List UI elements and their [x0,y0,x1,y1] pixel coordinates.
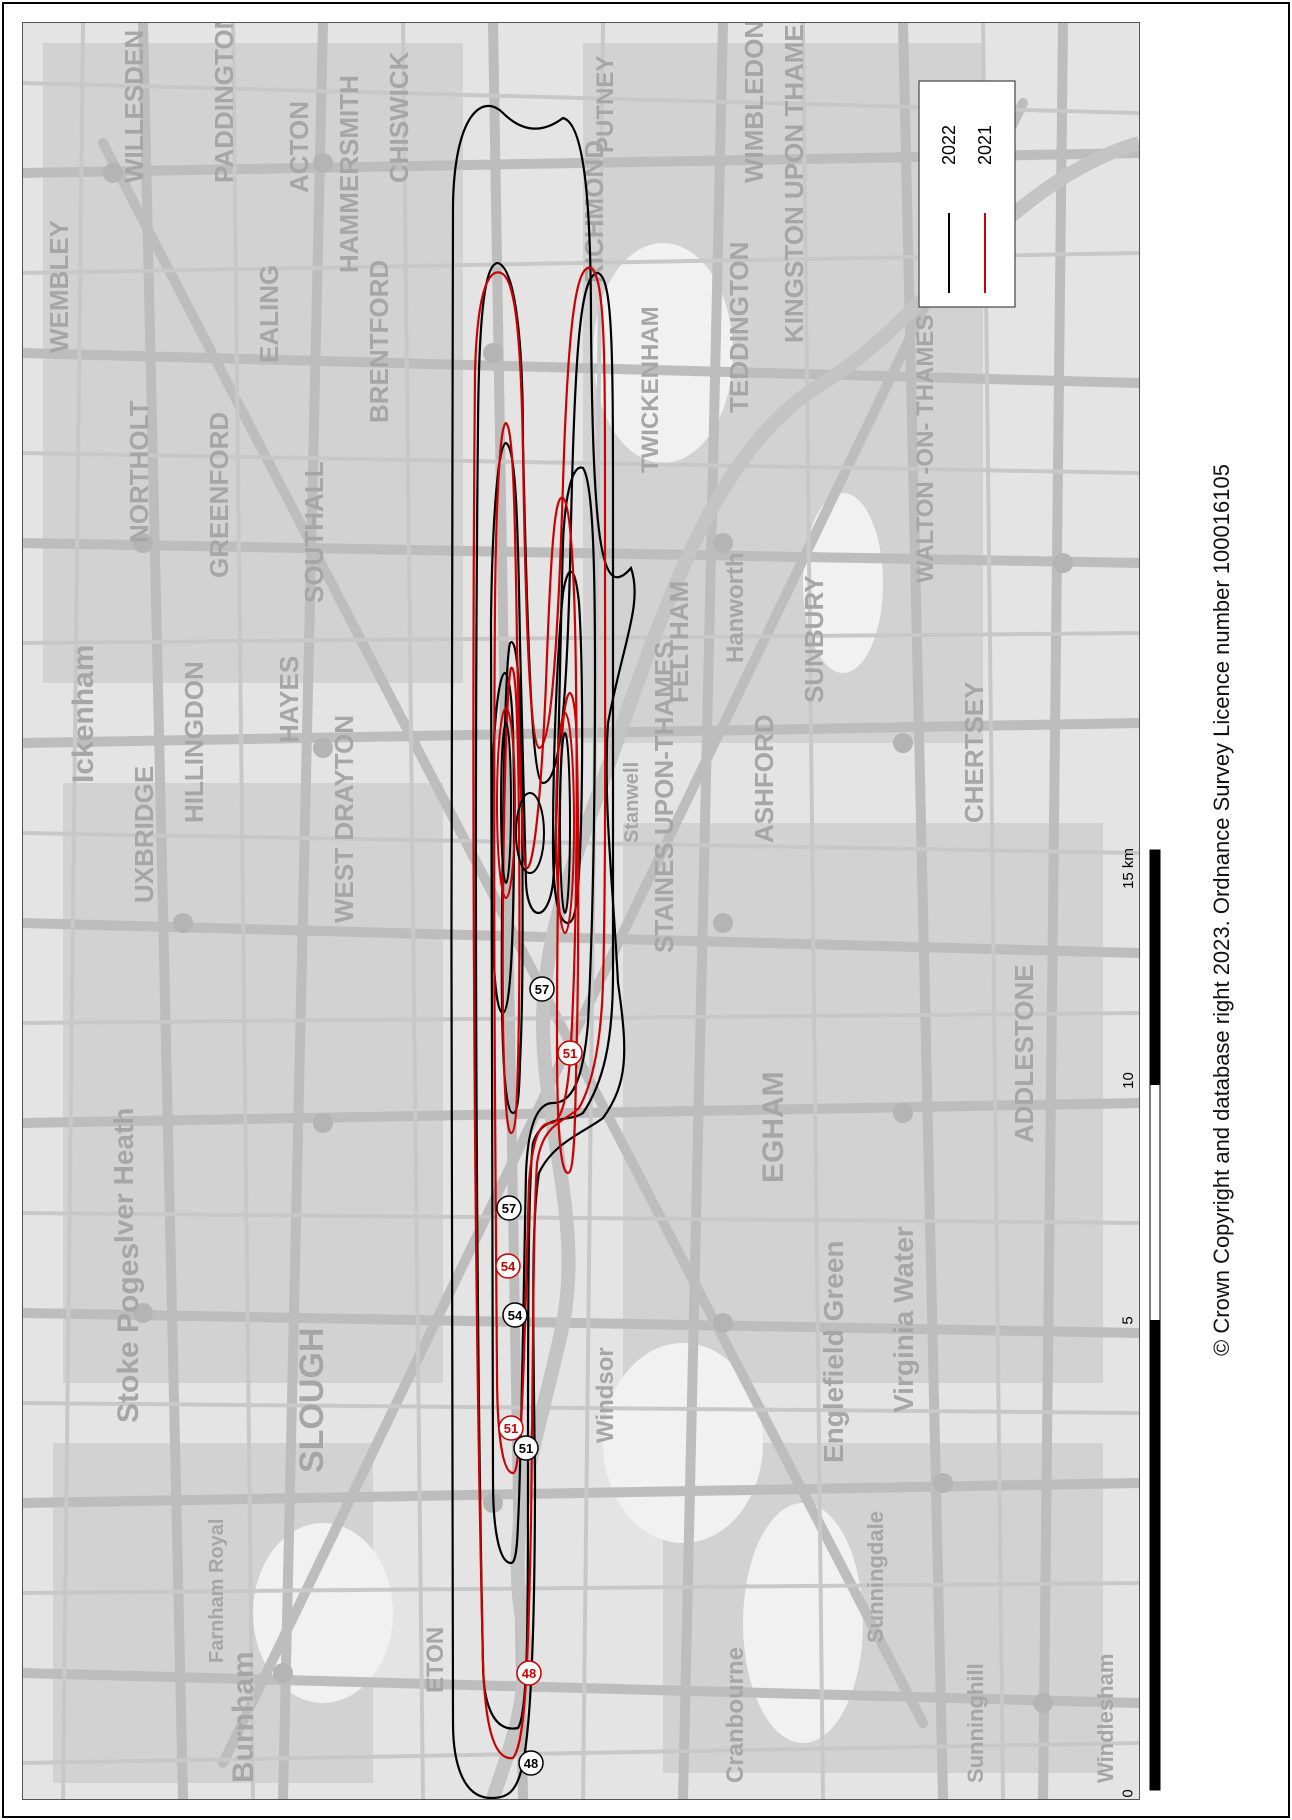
place-label: Windlesham [1093,1654,1118,1783]
runway-hotspots [496,707,575,934]
contour-2021-48 [472,266,607,1760]
place-label: Englefield Green [818,1241,849,1464]
place-label: UXBRIDGE [129,766,159,903]
place-label: Windsor [592,1347,619,1443]
place-label: HILLINGDON [179,661,209,823]
place-label: ACTON [284,101,314,193]
scale-bar [1149,849,1161,1791]
contour-value-labels: 48 51 54 57 57 48 51 51 54 [495,976,583,1776]
place-label: CHERTSEY [959,681,989,823]
legend: 2022 2021 [918,80,1016,308]
place-label: WALTON -ON- THAMES [912,315,939,583]
contour-2021-51 [493,421,578,1475]
contour-label-2021: 51 [563,1046,577,1061]
contour-label-2022: 57 [502,1201,516,1216]
place-label: ASHFORD [749,714,779,843]
contour-2022-60 [490,671,516,1015]
place-label: Hanworth [722,552,749,663]
place-label: Sunninghill [963,1663,988,1783]
place-label: ADDLESTONE [1009,964,1039,1143]
contour-2021-54 [501,666,521,1135]
place-label: TWICKENHAM [637,306,664,473]
place-label: PUTNEY [592,56,619,153]
scale-label-10: 10 [1119,1072,1137,1089]
place-label: KINGSTON UPON THAMES [779,23,809,343]
place-label: WEMBLEY [44,220,74,353]
contour-label-2021: 51 [504,1421,518,1436]
place-label: Stanwell [621,762,643,843]
place-label: PADDINGTON [209,23,239,183]
place-label: NORTHOLT [124,400,154,543]
place-label: GREENFORD [204,412,234,578]
place-label: Burnham [227,1651,260,1783]
place-label: Cranbourne [722,1647,749,1783]
scale-label-5: 5 [1119,1316,1137,1325]
place-label: Virginia Water [888,1226,919,1413]
place-label: EGHAM [757,1071,790,1183]
place-label: CHISWICK [384,51,414,183]
legend-label-2022: 2022 [939,125,959,165]
map-canvas[interactable]: WEMBLEY WILLESDEN PADDINGTON NORTHOLT GR… [22,22,1140,1800]
place-label: WIMBLEDON [739,23,769,183]
scale-bar-labels: 15 km 10 5 0 [1118,840,1148,1800]
place-label: WEST DRAYTON [329,715,359,923]
contour-label-2022: 51 [519,1441,533,1456]
place-label: BRENTFORD [364,260,394,423]
contour-label-2022: 48 [524,1756,538,1771]
place-label: Stoke Poges [112,1243,145,1423]
contour-label-2021: 54 [501,1259,516,1274]
contour-label-2022: 57 [535,982,549,997]
place-label: WILLESDEN [119,30,149,183]
place-label: FELTHAM [664,581,694,703]
place-label: HAMMERSMITH [334,75,364,273]
contours-2021 [472,266,607,1760]
contour-2022-57b [551,570,584,925]
place-label: ETON [422,1627,449,1693]
contour-2021-54b [555,691,580,1175]
place-label: Ickenham [67,645,100,783]
place-labels: WEMBLEY WILLESDEN PADDINGTON NORTHOLT GR… [44,23,1118,1783]
copyright-block: © Crown Copyright and database right 202… [1164,22,1280,1798]
contour-label-2022: 54 [508,1308,523,1323]
place-label: STAINES UPON-THAMES [649,641,679,953]
place-label: SLOUGH [293,1328,331,1473]
scale-label-15km: 15 km [1119,848,1137,889]
place-label: TEDDINGTON [724,242,754,413]
scale-label-0: 0 [1119,1789,1137,1798]
legend-label-2021: 2021 [975,125,995,165]
contour-label-2021: 48 [522,1666,536,1681]
place-label: HAYES [274,656,304,743]
place-label: Sunningdale [863,1511,888,1643]
copyright-text: © Crown Copyright and database right 202… [1209,464,1234,1356]
place-label: EALING [254,265,284,363]
place-label: SUNBURY [799,575,829,703]
place-label: SOUTHALL [299,461,329,603]
place-label: Farnham Royal [206,1519,228,1663]
place-label: Iver Heath [108,1108,139,1243]
